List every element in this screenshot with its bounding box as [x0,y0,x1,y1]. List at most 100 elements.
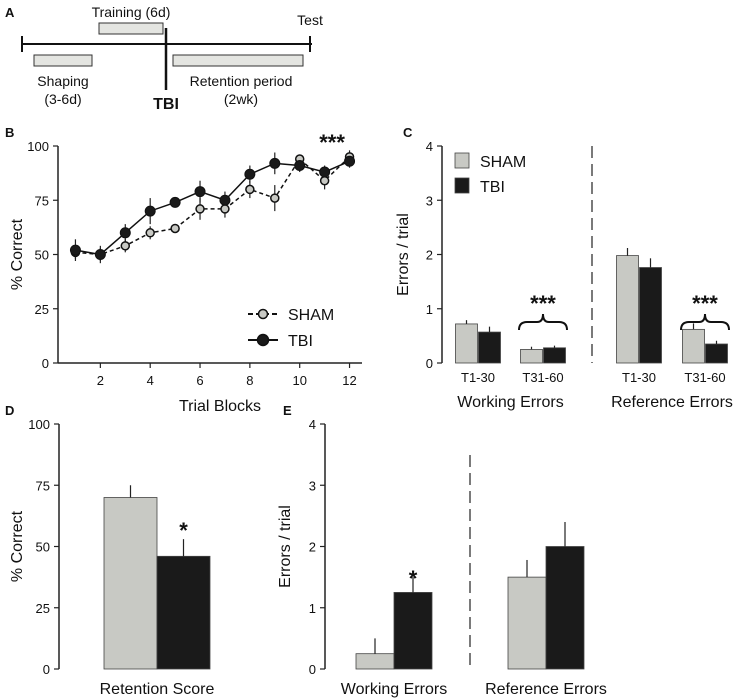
e-bar-tbi [545,546,585,670]
e-y-tick-label: 3 [309,478,316,493]
b-sham-point [120,241,131,251]
b-tbi-point [94,249,106,260]
shaping-label: Shaping [37,73,88,89]
b-tbi-point [269,157,281,169]
b-x-tick-label: 4 [147,373,154,388]
b-sham-point [270,193,280,203]
c-group-label: Working Errors [457,394,563,411]
b-y-tick-label: 50 [35,248,49,263]
panel-b-line-chart: 0 25 50 75 100 % Correct 2 4 6 8 10 12 Trial Blocks S… [9,130,362,415]
d-bar-sham [103,497,158,670]
e-y-tick-label: 0 [309,662,316,677]
panel-d-bar-chart: 0 25 50 75 100 % Correct Retention Score * [9,417,214,698]
c-y-tick-label: 4 [426,139,433,154]
b-tbi-point [119,227,131,239]
panel-c-bar-chart: 0 1 2 3 4 Errors / trial T1-30 T31-60 T1-30 T31-6… [395,139,733,411]
b-y-tick-label: 25 [35,302,49,317]
c-group-label: Reference Errors [611,394,733,411]
c-legend-sham-label: SHAM [480,154,526,171]
panel-e-letter: E [283,403,292,418]
e-category-label: Reference Errors [485,681,607,698]
training-box [98,22,164,35]
d-y-tick-label: 75 [36,478,50,493]
e-y-axis-label: Errors / trial [277,505,294,588]
d-y-tick-label: 25 [36,601,50,616]
panel-b-letter: B [5,125,14,140]
panel-e-bar-chart: 0 1 2 3 4 Errors / trial Working Errors Referen… [277,417,607,698]
e-category-label: Working Errors [341,681,447,698]
b-x-tick-label: 12 [342,373,356,388]
c-significance-bracket [680,313,730,331]
retention-box [172,54,304,67]
d-y-axis-label: % Correct [9,510,26,582]
c-significance-marker: *** [530,291,556,316]
e-significance-marker: * [409,566,418,591]
b-legend-tbi-marker [256,333,270,347]
c-y-tick-label: 3 [426,193,433,208]
b-tbi-point [69,244,81,256]
b-series-tbi-line [75,160,350,256]
d-y-tick-label: 0 [43,662,50,677]
shaping-box [33,54,93,67]
b-sham-point [245,184,255,195]
b-y-tick-label: 100 [27,139,49,154]
shaping-duration-label: (3-6d) [44,91,81,107]
c-y-tick-label: 0 [426,356,433,371]
b-significance-marker: *** [319,130,345,155]
c-bar-tbi [705,343,728,364]
b-legend-sham-label: SHAM [288,307,334,324]
e-bar-sham [355,653,395,670]
c-category-label: T31-60 [684,370,725,385]
e-y-tick-label: 4 [309,417,316,432]
b-tbi-point [344,155,356,167]
b-sham-point [319,175,330,186]
b-tbi-point [219,194,231,206]
c-category-label: T1-30 [461,370,495,385]
e-y-tick-label: 1 [309,601,316,616]
b-x-tick-label: 2 [97,373,104,388]
c-bar-tbi [639,267,662,364]
c-legend-sham-swatch [454,152,470,169]
test-label: Test [297,12,323,28]
b-x-tick-label: 10 [292,373,306,388]
c-bar-tbi [478,331,501,364]
c-bar-sham [520,349,543,364]
b-sham-point [170,223,180,234]
training-label: Training (6d) [92,4,171,20]
c-bar-sham [682,328,705,364]
panel-c-letter: C [403,125,413,140]
e-bar-sham [507,576,547,670]
b-tbi-point [319,166,331,178]
b-y-axis-label: % Correct [9,218,26,290]
b-x-tick-label: 6 [196,373,203,388]
retention-duration-label: (2wk) [224,91,258,107]
e-bar-tbi [393,592,433,670]
panel-d-letter: D [5,403,14,418]
c-category-label: T1-30 [622,370,656,385]
b-tbi-point [194,186,206,198]
d-y-tick-label: 50 [36,540,50,555]
c-legend-tbi-swatch [454,177,470,194]
retention-label: Retention period [190,73,293,89]
b-x-axis-label: Trial Blocks [179,398,261,415]
b-y-tick-label: 0 [42,356,49,371]
tbi-label: TBI [153,96,179,113]
b-tbi-point [294,160,306,172]
d-category-label: Retention Score [100,681,215,698]
c-category-label: T31-60 [522,370,563,385]
c-bar-sham [616,255,639,364]
c-bar-sham [455,323,478,364]
b-legend-tbi-label: TBI [288,333,313,350]
b-sham-point [145,228,155,238]
e-y-tick-label: 2 [309,540,316,555]
d-bar-tbi [156,555,211,670]
b-sham-point [195,204,205,214]
c-y-tick-label: 1 [426,302,433,317]
b-tbi-point [169,196,181,208]
d-y-tick-label: 100 [28,417,50,432]
c-bar-tbi [543,347,566,364]
b-y-tick-label: 75 [35,193,49,208]
b-tbi-point [144,205,156,217]
c-significance-marker: *** [692,291,718,316]
